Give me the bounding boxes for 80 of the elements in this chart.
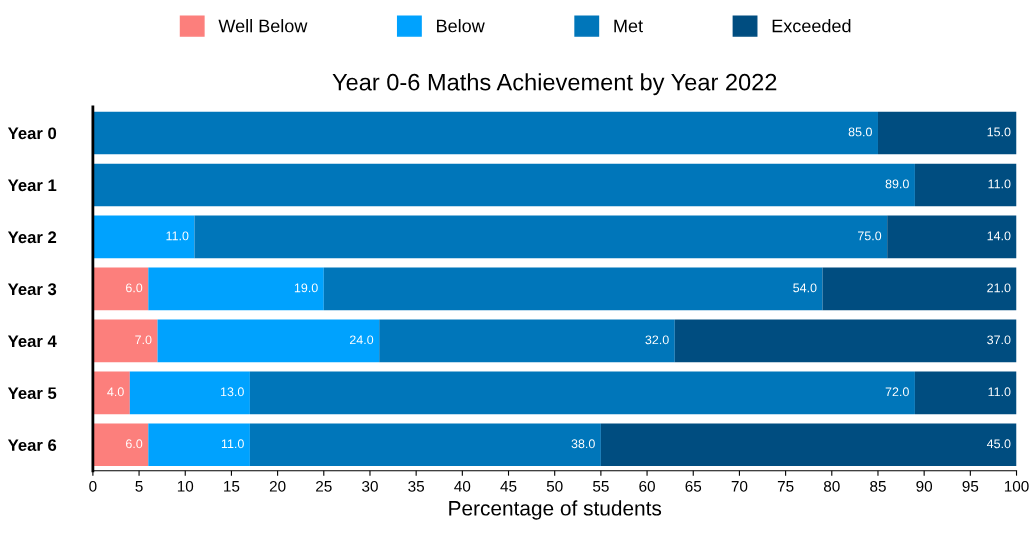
data-label: 4.0 [107,387,124,397]
data-label: 89.0 [885,179,909,189]
data-label: 19.0 [294,283,318,293]
data-label: 54.0 [793,283,817,293]
data-label: 21.0 [987,283,1011,293]
data-label: 11.0 [988,387,1011,397]
data-label: 15.0 [987,127,1011,137]
bar [249,371,915,415]
x-tick-label: 5 [135,481,143,492]
data-label: 37.0 [987,335,1011,345]
bar [92,319,158,363]
data-label: 85.0 [848,127,872,137]
x-tick-label: 90 [916,480,933,492]
y-tick-label: Year 1 [7,179,57,192]
chart-title: Year 0-6 Maths Achievement by Year 2022 [332,73,777,96]
bar [92,267,149,311]
x-tick-label: 75 [777,481,794,492]
x-tick-label: 65 [685,480,702,492]
data-label: 6.0 [126,283,143,293]
bar [92,423,149,467]
bar [674,319,1017,363]
data-label: 45.0 [986,439,1011,449]
bar [92,215,195,259]
y-tick-label: Year 3 [7,283,57,296]
x-tick-label: 100 [1004,480,1029,492]
data-label: 13.0 [220,387,244,397]
bar [600,423,1017,467]
x-tick-label: 95 [962,480,979,492]
x-tick-label: 0 [89,480,97,492]
data-label: 32.0 [645,335,669,345]
x-tick-label: 35 [408,480,425,492]
x-tick-label: 30 [362,480,378,492]
bar [877,111,1017,155]
data-label: 14.0 [987,231,1011,241]
x-tick-label: 25 [316,480,332,492]
bar [157,319,380,363]
data-label: 72.0 [885,387,909,397]
x-tick-label: 10 [177,480,194,492]
x-axis-title: Percentage of students [449,500,662,520]
y-tick-label: Year 0 [7,127,57,140]
bar [249,423,601,467]
x-tick-label: 85 [870,480,886,492]
x-tick-label: 50 [546,480,563,492]
data-label: 6.0 [126,439,143,449]
bar [914,163,1017,207]
data-label: 11.0 [166,231,189,241]
bar [92,163,915,207]
data-label: 7.0 [135,335,152,345]
bar [379,319,675,363]
bar [148,267,324,311]
y-tick-label: Year 5 [7,387,57,400]
legend-label: Met [614,19,643,33]
bar [323,267,823,311]
data-label: 11.0 [988,179,1011,189]
x-tick-label: 70 [731,480,748,492]
legend-label: Well Below [218,19,308,33]
bar [148,423,250,467]
x-tick-label: 60 [639,480,655,492]
x-tick-label: 45 [500,481,517,492]
data-label: 11.0 [221,439,244,449]
bar [887,215,1017,259]
x-tick-label: 15 [224,481,240,492]
y-tick-label: Year 4 [7,335,57,348]
data-label: 38.0 [571,439,595,449]
data-label: 24.0 [349,335,374,345]
x-tick-label: 40 [454,480,471,492]
x-tick-label: 20 [269,480,286,492]
data-label: 75.0 [857,231,882,241]
bar [914,371,1017,415]
bar [194,215,888,259]
bar [92,111,878,155]
legend-label: Below [437,19,485,33]
bar [92,371,130,415]
x-tick-label: 80 [823,480,840,492]
legend-label: Exceeded [772,19,851,33]
y-tick-label: Year 2 [7,231,57,244]
y-tick-label: Year 6 [7,439,57,452]
bar [129,371,250,415]
bar [822,267,1017,311]
x-tick-label: 55 [593,481,609,492]
